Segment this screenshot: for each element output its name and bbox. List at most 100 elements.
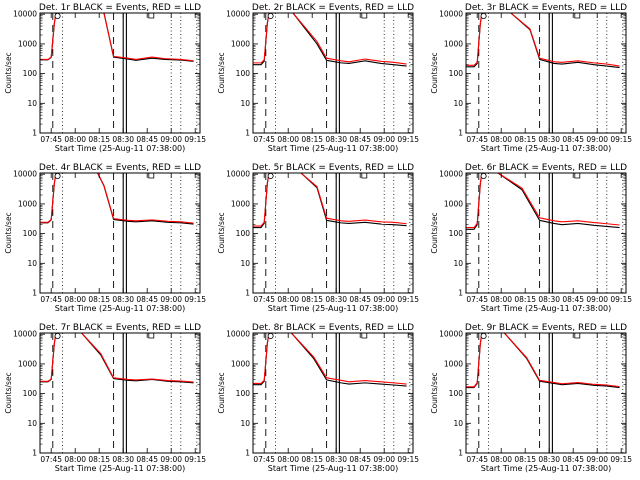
top-square-marker (148, 13, 155, 19)
x-tick-label: 09:00 (160, 135, 182, 144)
y-axis-label: Counts/sec (217, 212, 226, 253)
y-tick-label: 10 (27, 99, 37, 108)
x-tick-label: 09:00 (160, 295, 182, 304)
x-tick-label: 09:00 (373, 295, 395, 304)
x-axis-label: Start Time (25-Aug-11 07:38:00) (55, 464, 186, 473)
x-axis-label: Start Time (25-Aug-11 07:38:00) (268, 144, 399, 153)
top-circle-marker (267, 12, 274, 19)
detector-panel-6: Det. 6r BLACK = Events, RED = LLD 1 10 100 1… (430, 163, 632, 313)
y-axis-label: Counts/sec (430, 52, 439, 93)
x-tick-label: 08:15 (88, 455, 110, 464)
panel-title: Det. 3r BLACK = Events, RED = LLD (465, 3, 627, 13)
top-circle-marker (480, 12, 487, 19)
top-circle-marker (480, 332, 487, 339)
detector-panel-1: Det. 1r BLACK = Events, RED = LLD 1 10 100 1… (4, 3, 206, 153)
y-tick-label: 10 (240, 419, 250, 428)
x-tick-label: 08:45 (349, 295, 371, 304)
x-tick-label: 09:15 (610, 455, 632, 464)
lld-series-line (466, 173, 620, 229)
y-tick-label: 1 (458, 129, 463, 138)
top-circle-marker (54, 172, 61, 179)
y-tick-label: 100 (23, 389, 38, 398)
y-tick-label: 1 (245, 289, 250, 298)
x-tick-label: 08:45 (349, 135, 371, 144)
y-tick-label: 1000 (18, 39, 37, 48)
plot-frame (39, 172, 201, 294)
y-tick-label: 100 (23, 229, 38, 238)
panel-title: Det. 4r BLACK = Events, RED = LLD (39, 163, 201, 173)
y-tick-label: 100 (23, 69, 38, 78)
x-tick-label: 08:45 (136, 295, 158, 304)
panel-title: Det. 9r BLACK = Events, RED = LLD (465, 323, 627, 333)
x-tick-label: 08:15 (514, 295, 536, 304)
top-circle-marker (267, 332, 274, 339)
y-tick-label: 1000 (444, 39, 463, 48)
y-tick-label: 100 (236, 229, 251, 238)
lld-series-line (40, 333, 194, 383)
x-tick-label: 08:30 (538, 455, 560, 464)
x-tick-label: 09:00 (586, 295, 608, 304)
events-series-line (466, 173, 620, 230)
x-tick-label: 08:30 (538, 135, 560, 144)
x-axis-label: Start Time (25-Aug-11 07:38:00) (55, 304, 186, 313)
plot-frame (465, 332, 627, 454)
x-tick-label: 09:00 (586, 455, 608, 464)
x-tick-label: 09:15 (610, 295, 632, 304)
x-tick-label: 08:45 (349, 455, 371, 464)
x-axis-label: Start Time (25-Aug-11 07:38:00) (481, 304, 612, 313)
top-square-marker (574, 13, 581, 19)
x-axis-label: Start Time (25-Aug-11 07:38:00) (268, 304, 399, 313)
detector-panel-5: Det. 5r BLACK = Events, RED = LLD 1 10 100 1… (217, 163, 419, 313)
top-square-marker (361, 173, 368, 179)
x-axis-label: Start Time (25-Aug-11 07:38:00) (55, 144, 186, 153)
detector-panel-8: Det. 8r BLACK = Events, RED = LLD 1 10 100 1… (217, 323, 419, 473)
y-tick-label: 1000 (231, 199, 250, 208)
x-tick-label: 08:30 (112, 455, 134, 464)
panel-title: Det. 5r BLACK = Events, RED = LLD (252, 163, 414, 173)
y-tick-label: 1 (32, 449, 37, 458)
events-series-line (253, 13, 407, 67)
x-tick-label: 09:15 (184, 455, 206, 464)
y-axis-label: Counts/sec (4, 52, 13, 93)
events-series-line (40, 173, 194, 225)
x-tick-label: 07:45 (466, 455, 488, 464)
x-axis-label: Start Time (25-Aug-11 07:38:00) (268, 464, 399, 473)
x-tick-label: 09:00 (373, 455, 395, 464)
x-tick-label: 09:15 (610, 135, 632, 144)
events-series-line (40, 333, 194, 384)
detector-panel-9: Det. 9r BLACK = Events, RED = LLD 1 10 100 1… (430, 323, 632, 473)
top-circle-marker (54, 332, 61, 339)
top-square-marker (574, 333, 581, 339)
y-tick-label: 1000 (231, 359, 250, 368)
x-tick-label: 08:30 (112, 135, 134, 144)
panel-title: Det. 1r BLACK = Events, RED = LLD (39, 3, 201, 13)
x-tick-label: 09:00 (373, 135, 395, 144)
top-circle-marker (54, 12, 61, 19)
x-tick-label: 08:30 (325, 455, 347, 464)
x-tick-label: 09:00 (160, 455, 182, 464)
lld-series-line (466, 13, 620, 67)
y-tick-label: 1000 (18, 359, 37, 368)
x-tick-label: 08:30 (325, 295, 347, 304)
plot-frame (39, 332, 201, 454)
x-tick-label: 08:15 (514, 135, 536, 144)
x-tick-label: 08:00 (490, 455, 512, 464)
x-tick-label: 09:15 (397, 295, 419, 304)
y-tick-label: 1 (32, 289, 37, 298)
y-tick-label: 100 (449, 389, 464, 398)
panel-title: Det. 2r BLACK = Events, RED = LLD (252, 3, 414, 13)
y-axis-label: Counts/sec (430, 212, 439, 253)
top-square-marker (148, 173, 155, 179)
y-tick-label: 10000 (439, 330, 463, 339)
plot-frame (39, 12, 201, 134)
events-series-line (466, 333, 620, 389)
detector-panel-7: Det. 7r BLACK = Events, RED = LLD 1 10 100 1… (4, 323, 206, 473)
lld-series-line (253, 173, 407, 227)
y-tick-label: 1 (32, 129, 37, 138)
x-tick-label: 07:45 (466, 295, 488, 304)
y-tick-label: 1000 (231, 39, 250, 48)
y-axis-label: Counts/sec (430, 372, 439, 413)
lld-series-line (40, 173, 194, 224)
x-axis-label: Start Time (25-Aug-11 07:38:00) (481, 464, 612, 473)
